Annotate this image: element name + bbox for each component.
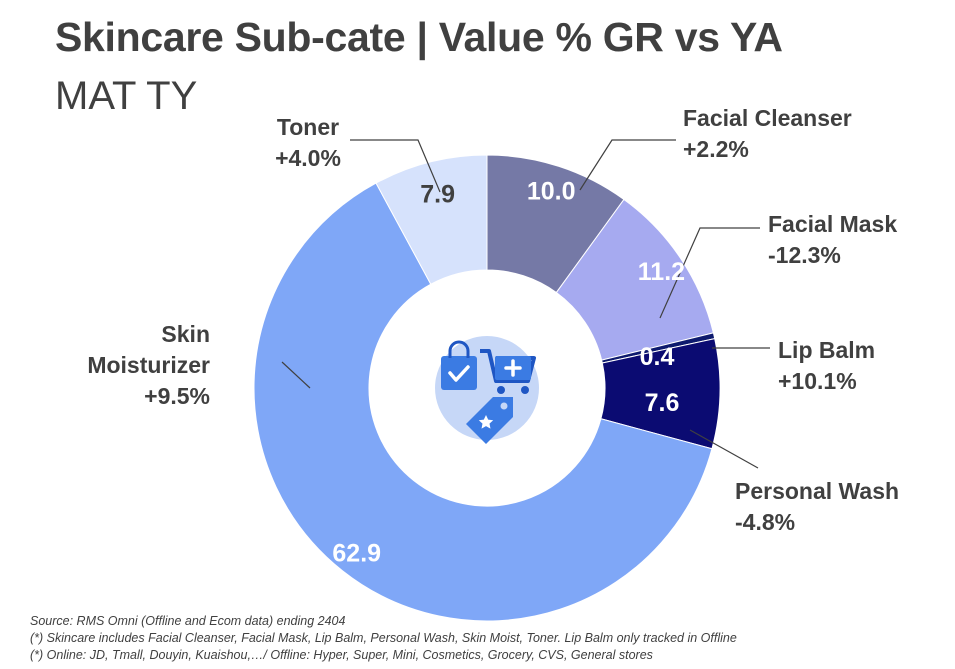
callout-lip-balm: Lip Balm +10.1% <box>778 337 875 394</box>
shopping-bag-cart-tag-icon <box>435 336 539 444</box>
leader-line-skin-moisturizer <box>281 361 311 389</box>
callout-name: Moisturizer <box>87 352 210 378</box>
footnote-source: Source: RMS Omni (Offline and Ecom data)… <box>30 614 346 628</box>
value-label-facial-cleanser: 10.0 <box>527 177 576 205</box>
footnote-scope: (*) Skincare includes Facial Cleanser, F… <box>30 631 737 645</box>
slice-callouts: Facial Cleanser +2.2% Facial Mask -12.3% Lip… <box>87 105 899 535</box>
callout-growth: +2.2% <box>683 136 749 162</box>
slice-skin-moisturizer <box>253 182 713 622</box>
leader-line-facial-cleanser <box>579 139 676 191</box>
callout-facial-cleanser: Facial Cleanser +2.2% <box>683 105 852 162</box>
leader-line-facial-mask <box>659 227 760 319</box>
callout-toner: Toner +4.0% <box>275 114 341 171</box>
value-label-lip-balm: 0.4 <box>640 343 675 371</box>
callout-skin-moisturizer: Skin Moisturizer +9.5% <box>87 321 210 409</box>
callout-name: Toner <box>277 114 339 140</box>
value-label-facial-mask: 11.2 <box>638 258 685 286</box>
callout-growth: -4.8% <box>735 509 795 535</box>
chart-subtitle: MAT TY <box>55 74 198 118</box>
callout-facial-mask: Facial Mask -12.3% <box>768 211 897 268</box>
callout-growth: +4.0% <box>275 145 341 171</box>
chart-title: Skincare Sub-cate | Value % GR vs YA <box>55 14 783 60</box>
callout-name: Skin <box>161 321 210 347</box>
callout-name: Facial Cleanser <box>683 105 852 131</box>
slice-value-labels: 10.0 11.2 0.4 7.6 62.9 7.9 <box>332 177 685 567</box>
footnotes: Source: RMS Omni (Offline and Ecom data)… <box>30 613 737 664</box>
value-label-personal-wash: 7.6 <box>645 389 680 417</box>
callout-growth: -12.3% <box>768 242 841 268</box>
callout-growth: +9.5% <box>144 383 210 409</box>
footnote-channels: (*) Online: JD, Tmall, Douyin, Kuaishou,… <box>30 648 653 662</box>
callout-personal-wash: Personal Wash -4.8% <box>735 478 899 535</box>
callout-name: Personal Wash <box>735 478 899 504</box>
callout-name: Facial Mask <box>768 211 897 237</box>
leader-line-personal-wash <box>689 429 759 469</box>
donut-slices <box>253 154 721 622</box>
slice-toner <box>375 154 488 285</box>
leader-lines <box>281 139 770 469</box>
leader-line-toner <box>350 139 441 193</box>
callout-growth: +10.1% <box>778 368 857 394</box>
callout-name: Lip Balm <box>778 337 875 363</box>
value-label-toner: 7.9 <box>420 180 455 208</box>
value-label-skin-moisturizer: 62.9 <box>332 540 381 568</box>
